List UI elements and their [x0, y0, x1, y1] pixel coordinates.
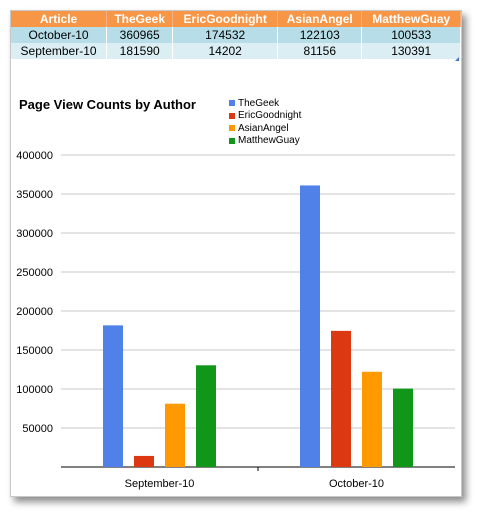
legend-item: EricGoodnight — [229, 110, 301, 123]
table-cell: 14202 — [172, 43, 279, 59]
table-cell: 360965 — [106, 27, 174, 43]
y-tick-label: 50000 — [22, 423, 53, 435]
legend-swatch — [229, 125, 235, 132]
resize-handle-icon[interactable] — [455, 57, 459, 61]
table-header-row: Article TheGeek EricGoodnight AsianAngel… — [11, 11, 461, 27]
legend-item: MatthewGuay — [229, 135, 301, 148]
bar — [165, 403, 185, 467]
legend-swatch — [229, 100, 235, 107]
legend-item: TheGeek — [229, 97, 301, 110]
legend-item: AsianAngel — [229, 122, 301, 135]
chart-legend: TheGeek EricGoodnight AsianAngel Matthew… — [229, 97, 301, 147]
col-header: TheGeek — [106, 11, 174, 27]
col-header: AsianAngel — [277, 11, 363, 27]
bar — [134, 455, 154, 467]
legend-label: EricGoodnight — [238, 110, 302, 122]
table-cell: 81156 — [277, 43, 363, 59]
y-tick-label: 300000 — [16, 228, 53, 240]
data-table: Article TheGeek EricGoodnight AsianAngel… — [11, 11, 461, 59]
col-header: EricGoodnight — [172, 11, 279, 27]
table-cell: 130391 — [361, 43, 461, 59]
y-tick-label: 400000 — [16, 150, 53, 162]
table-cell: September-10 — [11, 43, 108, 59]
table-row: September-10 181590 14202 81156 130391 — [11, 43, 461, 59]
table-cell: 181590 — [106, 43, 174, 59]
y-tick-label: 200000 — [16, 306, 53, 318]
bar — [300, 185, 320, 467]
y-tick-label: 350000 — [16, 189, 53, 201]
legend-label: TheGeek — [238, 97, 280, 109]
table-cell: 100533 — [361, 27, 461, 43]
table-cell: 122103 — [277, 27, 363, 43]
bar — [196, 365, 216, 467]
x-tick-label: October-10 — [329, 478, 384, 490]
bar — [103, 325, 123, 467]
y-tick-label: 250000 — [16, 267, 53, 279]
chart-frame: Article TheGeek EricGoodnight AsianAngel… — [10, 10, 462, 497]
col-header: MatthewGuay — [361, 11, 461, 27]
legend-label: MatthewGuay — [238, 135, 300, 147]
y-tick-label: 100000 — [16, 384, 53, 396]
x-tick-label: September-10 — [125, 478, 195, 490]
bar — [331, 330, 351, 467]
y-tick-label: 150000 — [16, 345, 53, 357]
table-cell: October-10 — [11, 27, 108, 43]
bar — [362, 371, 382, 467]
table-cell: 174532 — [172, 27, 279, 43]
legend-swatch — [229, 137, 235, 144]
col-header: Article — [11, 11, 108, 27]
legend-swatch — [229, 112, 235, 119]
chart-plot: 50000 100000 150000 200000 250000 300000 35000… — [16, 150, 455, 490]
chart-title: Page View Counts by Author — [19, 97, 196, 112]
table-row: October-10 360965 174532 122103 100533 — [11, 27, 461, 43]
legend-label: AsianAngel — [238, 122, 289, 134]
bar — [393, 388, 413, 467]
